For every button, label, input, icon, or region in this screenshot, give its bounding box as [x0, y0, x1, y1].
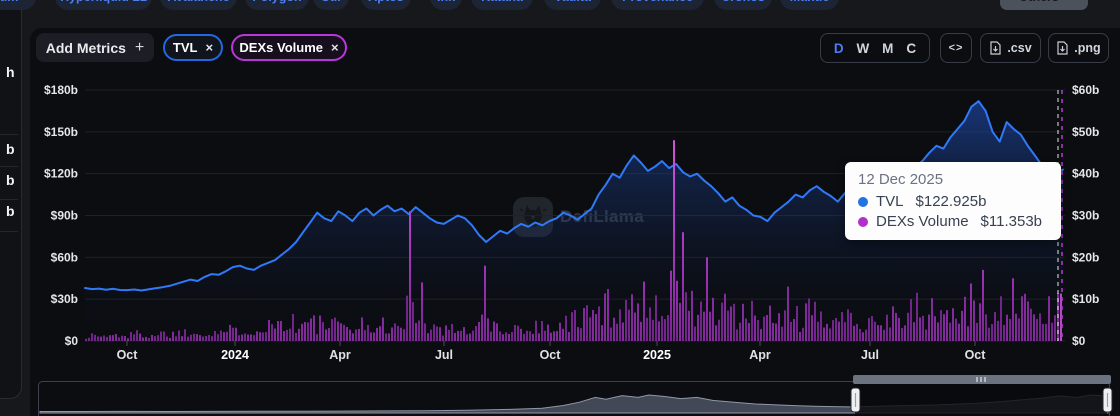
left-separator [0, 166, 18, 167]
dex-volume-bars[interactable] [85, 140, 1062, 342]
interval-C[interactable]: C [906, 40, 917, 56]
navigator-drag-bar[interactable] [853, 375, 1111, 384]
dexs-dot-icon [858, 216, 868, 227]
chain-pill-arbitrum[interactable]: Arbitrum [0, 0, 36, 10]
svg-text:$0: $0 [1072, 334, 1086, 348]
svg-text:$90b: $90b [51, 209, 78, 223]
tooltip-dexs-label: DEXs Volume [876, 213, 969, 230]
svg-text:Oct: Oct [965, 348, 987, 362]
tooltip-row-tvl: TVL $122.925b [858, 193, 1048, 210]
tvl-dot-icon [858, 196, 868, 207]
tooltip-date: 12 Dec 2025 [858, 171, 944, 188]
axis-labels: $0 $30b $60b $90b $120b $150b $180b $0 $10b $20b $… [44, 83, 1099, 362]
embed-code-button[interactable]: <> [940, 33, 972, 63]
file-download-icon [990, 41, 1001, 55]
svg-text:2024: 2024 [221, 348, 249, 362]
range-navigator[interactable] [38, 375, 1113, 416]
others-label: Others [1019, 0, 1059, 4]
chain-pill-sui[interactable]: Sui [313, 0, 349, 10]
left-separator [0, 231, 18, 232]
interval-D[interactable]: D [833, 40, 844, 56]
plus-icon: + [134, 38, 145, 56]
chevron-down-icon: ▾ [1065, 0, 1070, 3]
navigator-series [40, 395, 1108, 413]
chain-pill-cronos[interactable]: Cronos [714, 0, 772, 10]
interval-M[interactable]: M [882, 40, 894, 56]
chain-pill-hyperliquid-l1[interactable]: Hyperliquid L1 [55, 0, 152, 10]
svg-text:$180b: $180b [44, 83, 78, 97]
file-download-icon [1057, 41, 1068, 55]
svg-text:Oct: Oct [117, 348, 139, 362]
chain-pill-polygon[interactable]: Polygon [245, 0, 309, 10]
left-fragment: b [6, 172, 15, 188]
embed-code-icon: <> [948, 42, 964, 54]
interval-W[interactable]: W [856, 40, 870, 56]
metric-pill-dexs-label: DEXs Volume [239, 40, 323, 55]
chain-pill-avalanche[interactable]: Avalanche [160, 0, 237, 10]
svg-text:Oct: Oct [540, 348, 562, 362]
left-separator [0, 199, 18, 200]
chain-pill-vaulta[interactable]: Vaulta [544, 0, 601, 10]
tooltip-row-dexs: DEXs Volume $11.353b [858, 213, 1048, 230]
svg-text:2025: 2025 [643, 348, 671, 362]
export-png-button[interactable]: .png [1048, 33, 1109, 63]
metric-pill-tvl-label: TVL [172, 40, 198, 55]
add-metrics-label: Add Metrics [45, 39, 126, 56]
chain-pill-provenance[interactable]: Provenance [611, 0, 704, 10]
svg-text:$50b: $50b [1072, 125, 1099, 139]
svg-text:$60b: $60b [51, 250, 78, 264]
tooltip-dexs-value: $11.353b [980, 213, 1042, 230]
others-dropdown-button[interactable]: Others ▾ [1000, 0, 1088, 10]
tooltip-tvl-value: $122.925b [915, 193, 987, 210]
left-separator [0, 134, 18, 135]
csv-label: .csv [1007, 41, 1032, 55]
svg-text:$30b: $30b [51, 292, 78, 306]
left-fragment: b [6, 141, 15, 157]
svg-text:$10b: $10b [1072, 292, 1099, 306]
svg-text:Jul: Jul [435, 348, 453, 362]
close-icon[interactable]: × [330, 40, 339, 55]
metric-pill-tvl[interactable]: TVL × [163, 34, 223, 61]
svg-text:$30b: $30b [1072, 209, 1099, 223]
svg-text:$20b: $20b [1072, 250, 1099, 264]
svg-text:$150b: $150b [44, 125, 78, 139]
svg-text:Apr: Apr [329, 348, 351, 362]
svg-text:$40b: $40b [1072, 167, 1099, 181]
svg-text:$0: $0 [65, 334, 79, 348]
add-metrics-button[interactable]: Add Metrics + [36, 33, 154, 62]
export-csv-button[interactable]: .csv [980, 33, 1041, 63]
chart-tooltip: 12 Dec 2025 TVL $122.925b DEXs Volume $1… [845, 162, 1061, 240]
svg-text:$120b: $120b [44, 167, 78, 181]
svg-text:$60b: $60b [1072, 83, 1099, 97]
navigator-selected-window[interactable] [855, 382, 1107, 416]
tooltip-tvl-label: TVL [876, 193, 904, 210]
svg-text:Jul: Jul [861, 348, 879, 362]
tvl-area [85, 101, 1063, 341]
chain-pill-katana[interactable]: Katana [471, 0, 533, 10]
close-icon[interactable]: × [205, 40, 214, 55]
metric-pill-dexs-volume[interactable]: DEXs Volume × [231, 34, 347, 61]
chain-pill-aptos[interactable]: Aptos [361, 0, 411, 10]
left-fragment: h [6, 64, 15, 80]
svg-text:Apr: Apr [749, 348, 771, 362]
chain-pill-mantle[interactable]: Mantle [780, 0, 839, 10]
chain-pill-ink[interactable]: Ink [430, 0, 462, 10]
left-fragment: b [6, 203, 15, 219]
png-label: .png [1074, 41, 1101, 55]
